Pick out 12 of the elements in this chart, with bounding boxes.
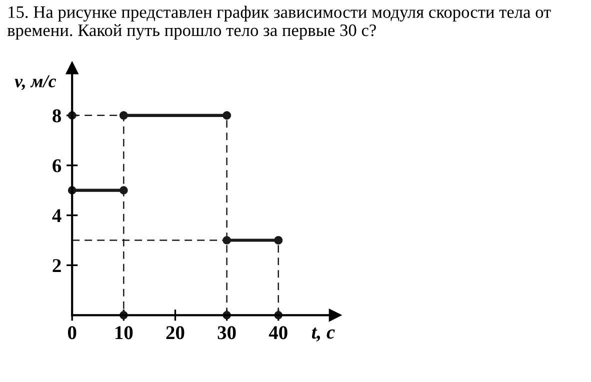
y-tick-label: 4: [52, 209, 62, 222]
x-tick-label: 40: [268, 326, 288, 340]
x-axis-title: t, с: [312, 328, 335, 342]
x-tick-label: 20: [166, 326, 184, 340]
y-axis-title: v, м/с: [14, 75, 56, 90]
y-tick-label: 2: [52, 259, 61, 272]
y-tick-label: 6: [52, 159, 62, 172]
x-tick-label: 0: [68, 326, 76, 340]
y-tick-label: 8: [52, 109, 62, 122]
chart-title: 15. На рисунке представлен график зависимости модуля скорости тела от времени. Какой путь прошло тело за первые 30 с?: [7, 6, 551, 40]
x-tick-label: 30: [218, 326, 236, 340]
x-tick-label: 10: [116, 326, 133, 340]
